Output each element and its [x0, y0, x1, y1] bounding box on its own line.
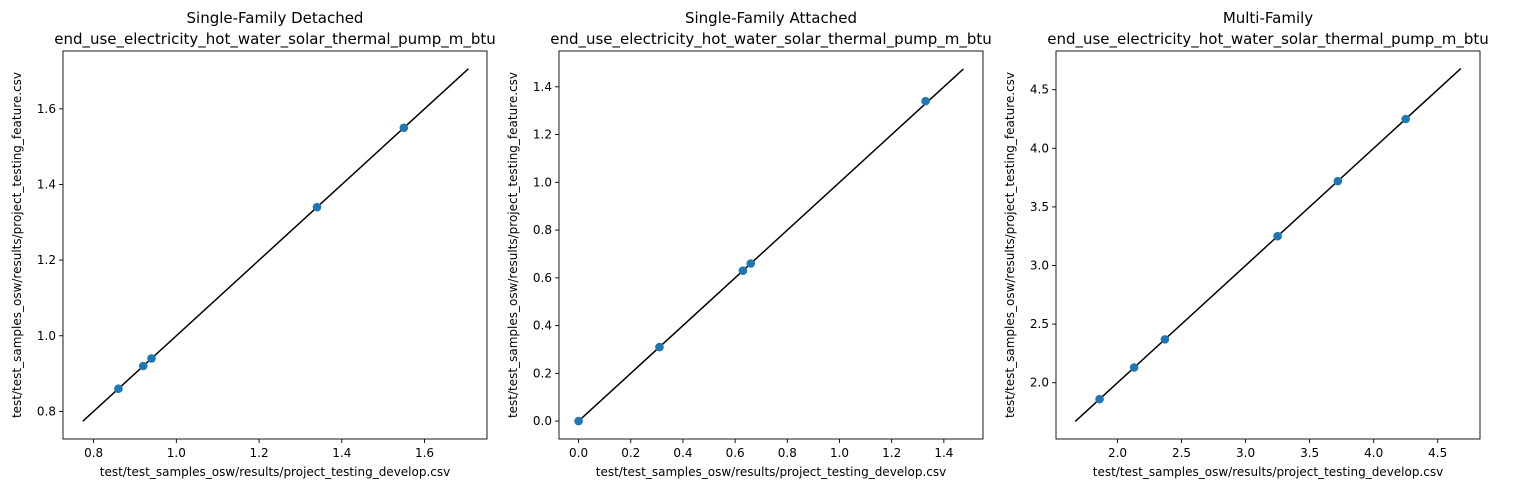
scatter-point: [921, 96, 930, 106]
reference-line: [578, 68, 964, 422]
y-tick-label: 2.5: [1030, 317, 1049, 331]
x-tick-label: 0.6: [726, 446, 745, 460]
x-tick-label: 0.0: [569, 446, 588, 460]
scatter-point: [399, 123, 409, 133]
x-tick-label: 2.0: [1108, 446, 1127, 460]
y-tick-label: 0.8: [37, 404, 56, 418]
x-tick-label: 0.8: [84, 446, 103, 460]
chart-title: Single-Family Detached: [187, 9, 364, 27]
scatter-point: [574, 416, 583, 426]
scatter-point: [1273, 231, 1282, 241]
scatter-point: [1095, 394, 1104, 404]
y-tick-label: 0.2: [533, 366, 552, 380]
scatter-point: [138, 361, 148, 371]
x-tick-label: 1.2: [250, 446, 269, 460]
chart-title: Single-Family Attached: [685, 9, 857, 27]
y-tick-label: 3.5: [1030, 200, 1049, 214]
y-tick-label: 1.2: [533, 128, 552, 142]
axes-frame: [558, 50, 984, 440]
y-tick-label: 1.0: [533, 175, 552, 189]
axes-frame: [1055, 50, 1481, 440]
x-tick-label: 1.4: [934, 446, 953, 460]
scatter-point: [746, 259, 756, 268]
y-tick-label: 0.6: [533, 271, 552, 285]
y-tick-label: 4.5: [1030, 83, 1049, 97]
y-tick-label: 4.0: [1030, 141, 1049, 155]
scatter-point: [1129, 363, 1139, 372]
scatter-point: [114, 384, 123, 394]
x-axis-label: test/test_samples_osw/results/project_te…: [100, 465, 451, 479]
y-tick-label: 1.0: [37, 329, 56, 343]
x-tick-label: 0.4: [673, 446, 692, 460]
scatter-point: [1401, 114, 1411, 124]
scatter-point: [655, 342, 664, 352]
x-axis-label: test/test_samples_osw/results/project_te…: [596, 465, 947, 479]
y-tick-label: 0.8: [533, 223, 552, 237]
x-tick-label: 1.2: [882, 446, 901, 460]
x-tick-label: 1.0: [167, 446, 186, 460]
y-tick-label: 1.2: [37, 253, 56, 267]
x-tick-label: 3.0: [1236, 446, 1255, 460]
subplot-2: Single-Family Attached end_use_electricit…: [506, 9, 992, 479]
scatter-point: [312, 202, 322, 212]
chart-subtitle: end_use_electricity_hot_water_solar_ther…: [550, 30, 992, 49]
subplot-1: Single-Family Detached end_use_electricit…: [10, 9, 496, 479]
x-axis-label: test/test_samples_osw/results/project_te…: [1093, 465, 1444, 479]
reference-line: [1074, 68, 1462, 422]
subplot-3: Multi-Family end_use_electricity_hot_wate…: [1003, 9, 1489, 479]
x-tick-label: 4.0: [1364, 446, 1383, 460]
y-tick-label: 3.0: [1030, 259, 1049, 273]
y-axis-label: test/test_samples_osw/results/project_te…: [1003, 72, 1017, 418]
x-tick-label: 4.5: [1428, 446, 1447, 460]
y-tick-label: 2.0: [1030, 376, 1049, 390]
x-tick-label: 3.5: [1300, 446, 1319, 460]
x-tick-label: 1.4: [332, 446, 351, 460]
x-tick-label: 0.8: [778, 446, 797, 460]
y-tick-label: 1.4: [37, 177, 56, 191]
x-tick-label: 2.5: [1172, 446, 1191, 460]
chart-subtitle: end_use_electricity_hot_water_solar_ther…: [1047, 30, 1489, 49]
y-tick-label: 0.0: [533, 414, 552, 428]
y-axis-label: test/test_samples_osw/results/project_te…: [10, 72, 24, 418]
y-tick-label: 1.4: [533, 80, 552, 94]
x-tick-label: 1.0: [830, 446, 849, 460]
chart-subtitle: end_use_electricity_hot_water_solar_ther…: [54, 30, 496, 49]
scatter-point: [1333, 176, 1343, 186]
chart-title: Multi-Family: [1223, 9, 1313, 27]
x-tick-label: 0.2: [621, 446, 640, 460]
y-axis-label: test/test_samples_osw/results/project_te…: [506, 72, 520, 418]
x-tick-label: 1.6: [415, 446, 434, 460]
axes-frame: [62, 50, 488, 440]
y-tick-label: 1.6: [37, 102, 56, 116]
y-tick-label: 0.4: [533, 319, 552, 333]
scatter-point: [147, 354, 156, 363]
scatter-point: [1160, 335, 1170, 344]
scatter-point: [738, 266, 748, 275]
